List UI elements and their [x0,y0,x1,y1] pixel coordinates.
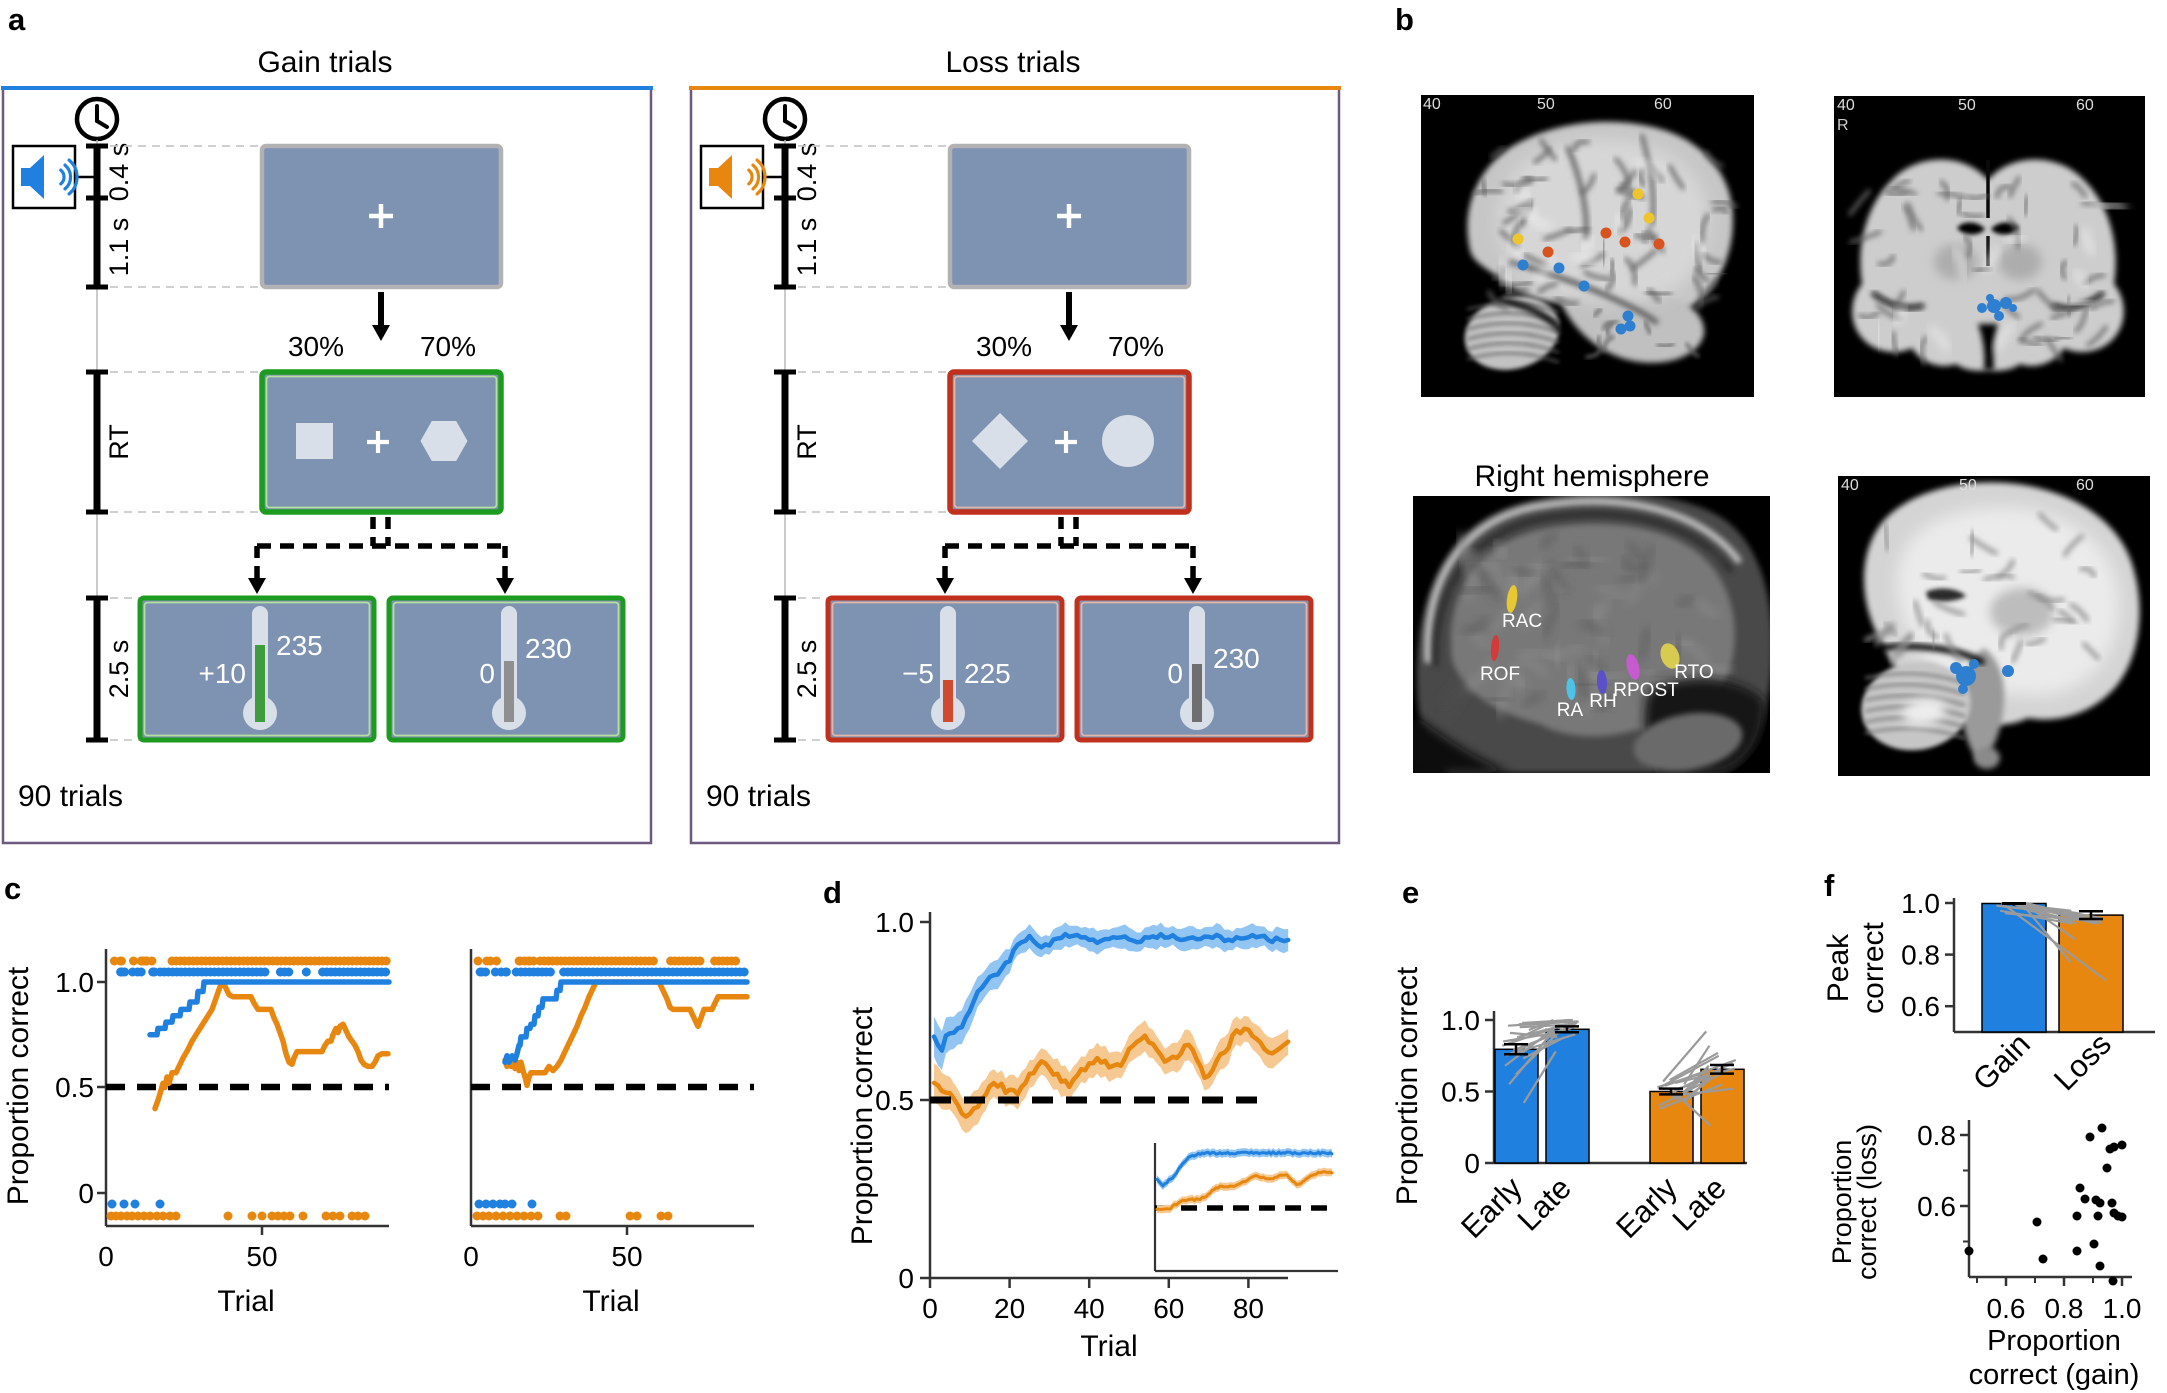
svg-text:230: 230 [1213,643,1260,674]
svg-text:Loss trials: Loss trials [945,46,1080,79]
svg-text:230: 230 [525,633,572,664]
svg-text:Trial: Trial [217,1285,274,1318]
svg-text:235: 235 [276,630,323,661]
svg-text:a: a [8,2,26,37]
svg-text:Peak: Peak [1822,933,1855,1002]
svg-text:50: 50 [1959,477,1977,494]
svg-text:Loss: Loss [2047,1026,2118,1097]
svg-text:80: 80 [1233,1293,1264,1324]
svg-text:1.1 s: 1.1 s [792,218,822,277]
svg-text:b: b [1395,2,1414,37]
svg-text:RH: RH [1589,691,1616,712]
svg-text:RA: RA [1557,700,1584,721]
svg-text:0.5: 0.5 [875,1085,914,1116]
svg-text:20: 20 [994,1293,1025,1324]
svg-text:40: 40 [1837,97,1855,114]
svg-text:0.6: 0.6 [1917,1191,1956,1222]
svg-text:correct: correct [1857,921,1890,1013]
svg-text:1.0: 1.0 [875,907,914,938]
svg-text:−5: −5 [902,658,934,689]
svg-text:Right hemisphere: Right hemisphere [1474,460,1709,493]
svg-text:R: R [1837,117,1849,134]
svg-text:RT: RT [104,424,134,460]
svg-text:50: 50 [611,1241,642,1272]
svg-text:1.0: 1.0 [2103,1293,2142,1324]
svg-text:225: 225 [964,658,1011,689]
svg-text:0.6: 0.6 [1901,991,1940,1022]
svg-text:1.0: 1.0 [55,967,94,998]
svg-text:0: 0 [922,1293,938,1324]
svg-text:50: 50 [246,1241,277,1272]
svg-text:correct (gain): correct (gain) [1969,1359,2140,1391]
svg-text:0.5: 0.5 [55,1072,94,1103]
svg-text:40: 40 [1074,1293,1105,1324]
svg-text:60: 60 [1654,96,1672,113]
svg-text:0: 0 [479,658,495,689]
svg-text:60: 60 [1153,1293,1184,1324]
svg-text:0.5: 0.5 [1441,1077,1480,1108]
svg-text:0.8: 0.8 [1901,940,1940,971]
svg-text:e: e [1402,875,1419,910]
svg-text:1.0: 1.0 [1901,888,1940,919]
svg-text:d: d [823,875,842,910]
svg-text:correct (loss): correct (loss) [1852,1124,1882,1280]
svg-text:0: 0 [898,1263,914,1294]
svg-text:Gain: Gain [1966,1026,2037,1097]
svg-text:2.5 s: 2.5 s [104,640,134,699]
svg-text:40: 40 [1423,96,1441,113]
svg-text:Proportion correct: Proportion correct [1391,966,1424,1205]
svg-text:0.4 s: 0.4 s [792,143,822,202]
svg-text:0.8: 0.8 [1917,1120,1956,1151]
svg-text:RTO: RTO [1674,662,1713,683]
svg-text:1.0: 1.0 [1441,1005,1480,1036]
svg-text:Proportion correct: Proportion correct [846,1006,879,1245]
svg-text:f: f [1824,868,1835,903]
svg-text:60: 60 [2076,477,2094,494]
svg-text:RAC: RAC [1502,611,1542,632]
svg-text:0: 0 [1167,658,1183,689]
svg-text:0.8: 0.8 [2045,1293,2084,1324]
svg-text:50: 50 [1537,96,1555,113]
svg-text:Proportion: Proportion [1987,1325,2121,1357]
svg-text:0: 0 [98,1241,114,1272]
svg-text:2.5 s: 2.5 s [792,640,822,699]
svg-text:RPOST: RPOST [1613,680,1679,701]
svg-text:90 trials: 90 trials [706,780,811,813]
svg-text:Proportion: Proportion [1827,1140,1857,1265]
svg-text:30%: 30% [976,331,1032,362]
svg-text:30%: 30% [288,331,344,362]
svg-text:60: 60 [2076,97,2094,114]
svg-text:0: 0 [78,1178,94,1209]
svg-text:Proportion correct: Proportion correct [2,966,35,1205]
svg-text:50: 50 [1958,97,1976,114]
svg-text:40: 40 [1841,477,1859,494]
svg-text:70%: 70% [1108,331,1164,362]
svg-text:0: 0 [463,1241,479,1272]
svg-text:Trial: Trial [1080,1330,1137,1363]
svg-text:ROF: ROF [1480,664,1520,685]
svg-text:Trial: Trial [582,1285,639,1318]
svg-text:0: 0 [1464,1148,1480,1179]
svg-text:Late: Late [1511,1170,1578,1237]
svg-text:0.6: 0.6 [1987,1293,2026,1324]
svg-text:Late: Late [1666,1170,1733,1237]
svg-text:90 trials: 90 trials [18,780,123,813]
svg-text:1.1 s: 1.1 s [104,218,134,277]
svg-text:Gain trials: Gain trials [257,46,392,79]
svg-text:RT: RT [792,424,822,460]
svg-text:c: c [4,871,21,906]
svg-text:70%: 70% [420,331,476,362]
svg-text:+10: +10 [199,658,247,689]
svg-text:0.4 s: 0.4 s [104,143,134,202]
